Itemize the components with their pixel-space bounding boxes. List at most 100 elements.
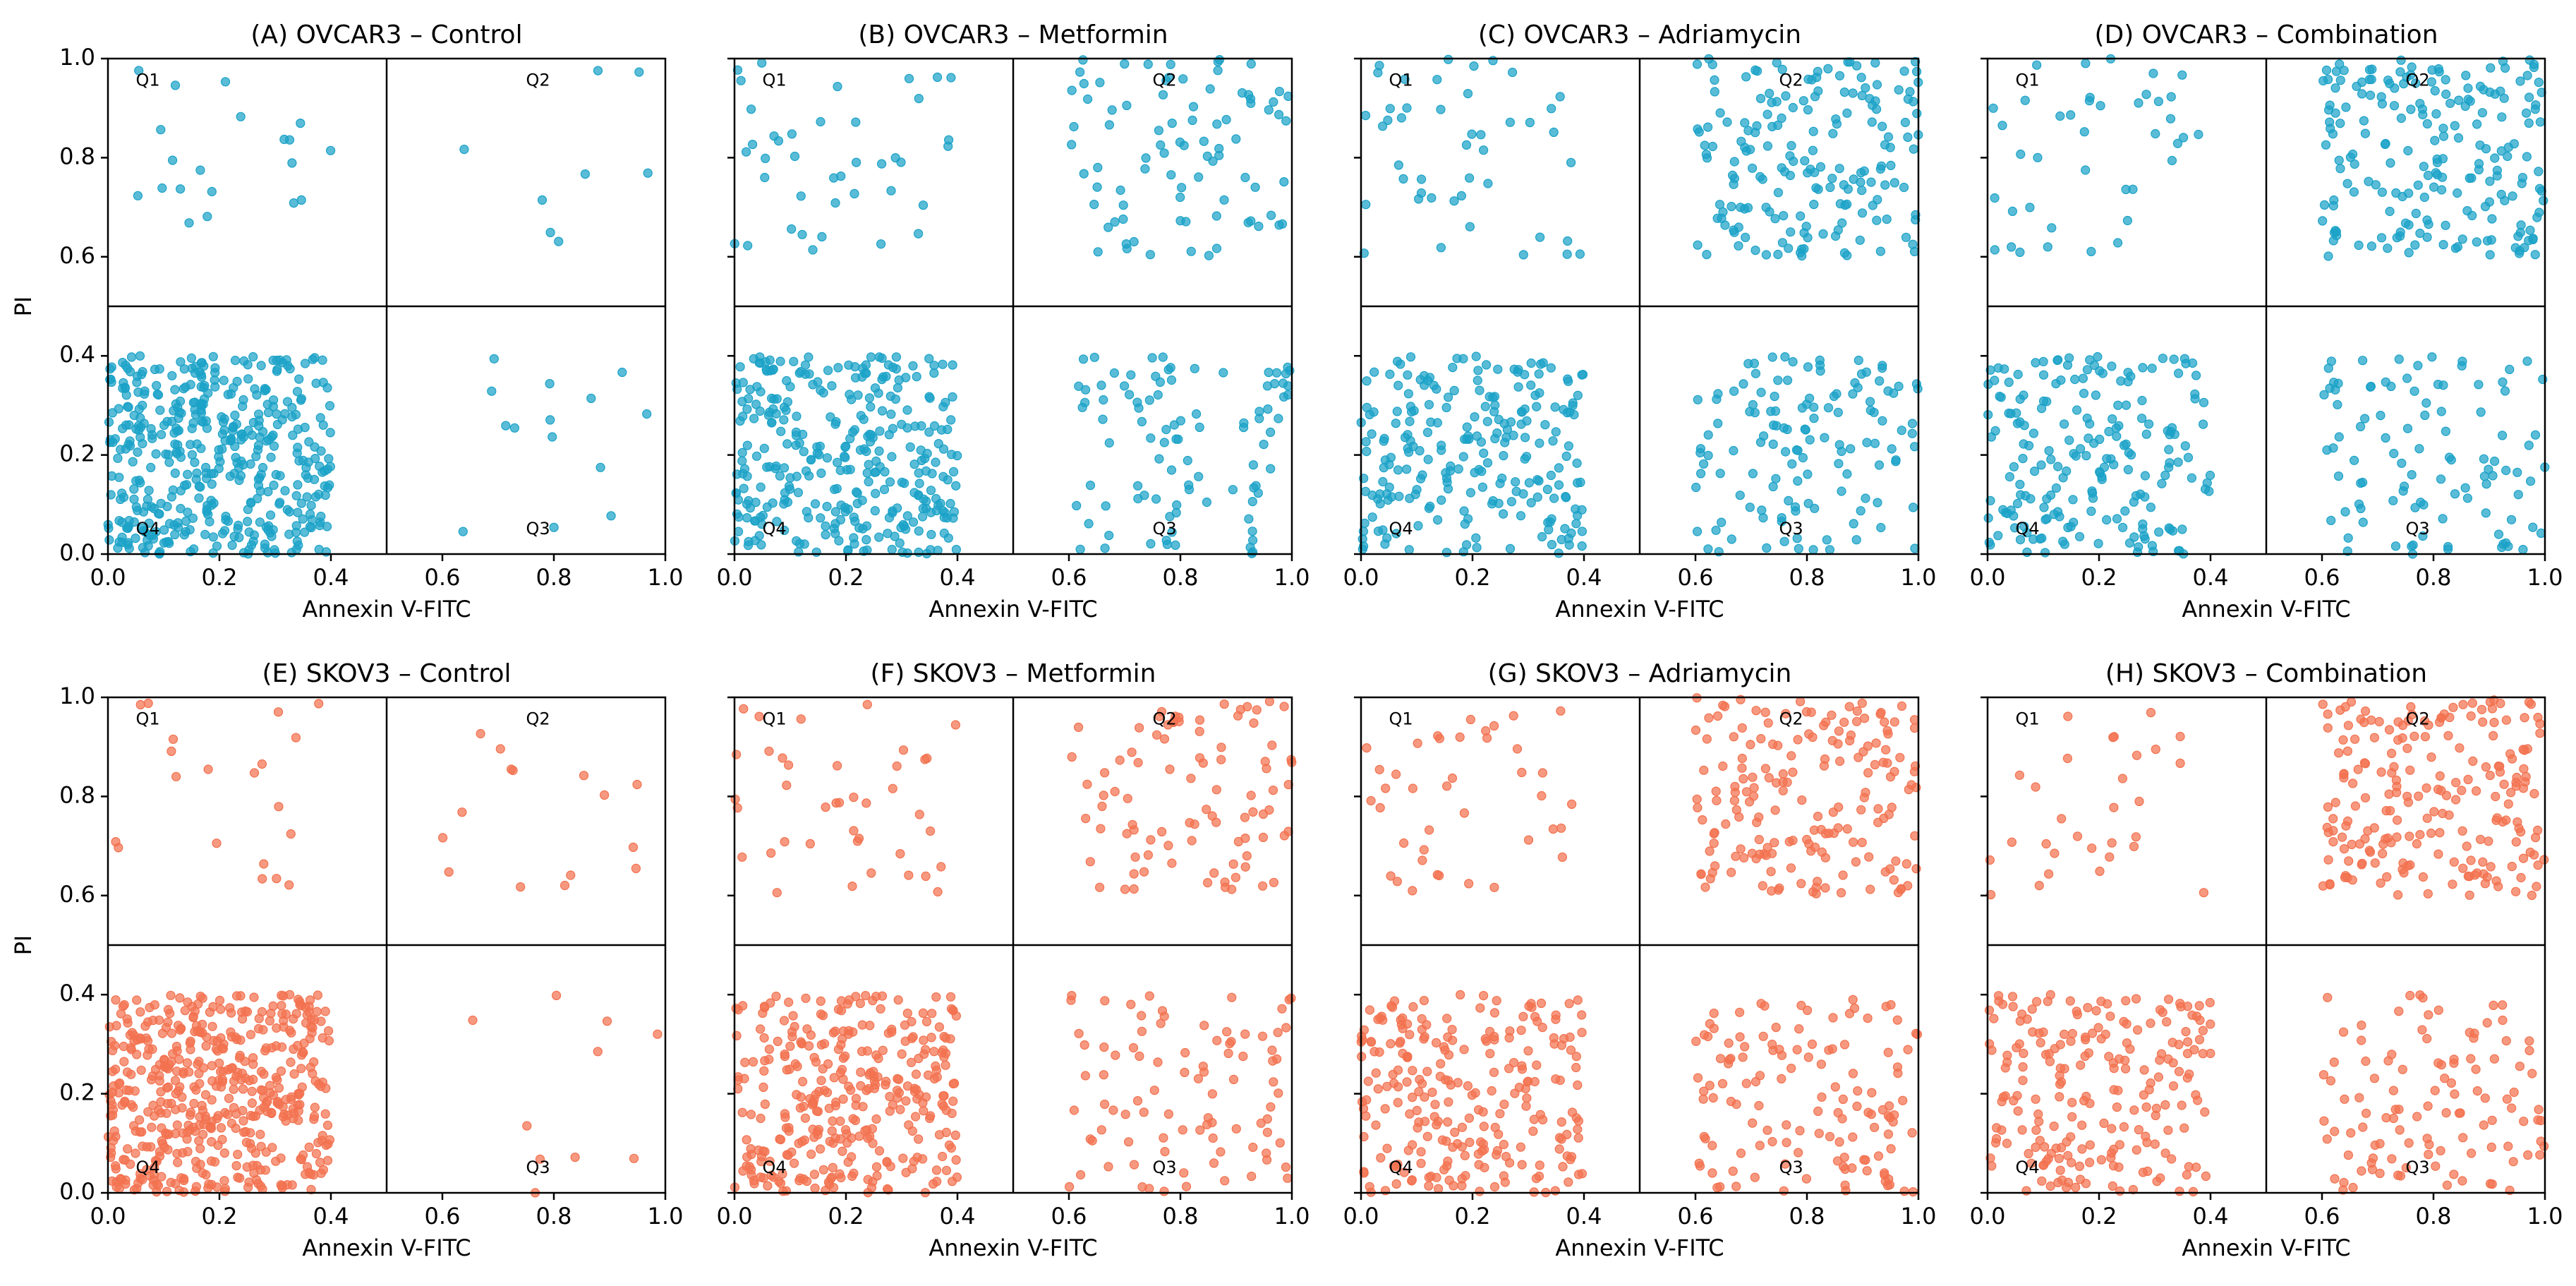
data-point-q2: [2350, 159, 2359, 169]
data-point-q3: [1098, 414, 1108, 424]
data-point-q4: [199, 1063, 209, 1073]
data-point-q2: [1739, 853, 1749, 863]
data-point-q4: [934, 1022, 945, 1032]
data-point-q1: [1455, 732, 1465, 743]
data-point-q1: [808, 245, 818, 255]
data-point-q4: [226, 1032, 236, 1042]
data-point-q4: [808, 380, 818, 390]
data-point-q1: [2131, 832, 2141, 842]
data-point-q2: [2347, 839, 2357, 850]
data-point-q4: [756, 1113, 766, 1124]
data-point-q2: [1734, 812, 1744, 822]
data-point-q3: [1786, 1063, 1796, 1074]
data-point-q2: [2507, 861, 2517, 872]
data-point-q1: [1381, 783, 1391, 793]
data-point-q3: [522, 1121, 532, 1131]
data-point-q2: [2363, 826, 2373, 836]
data-point-q4: [2013, 1106, 2023, 1116]
data-point-q1: [2179, 133, 2189, 143]
data-point-q1: [787, 129, 797, 139]
data-point-q4: [1994, 991, 2004, 1001]
data-point-q4: [198, 1019, 207, 1029]
data-point-q1: [914, 94, 924, 104]
data-point-q4: [869, 1083, 880, 1093]
data-point-q3: [1161, 535, 1171, 546]
data-point-q2: [2318, 699, 2328, 709]
data-point-q4: [1538, 1114, 1548, 1125]
data-point-q2: [2323, 723, 2333, 733]
data-point-q2: [1781, 91, 1791, 101]
data-point-q4: [177, 1103, 187, 1113]
data-point-q4: [145, 1002, 155, 1013]
data-point-q3: [1166, 375, 1177, 385]
x-tick-label: 0.0: [90, 1203, 126, 1230]
data-point-q4: [142, 1142, 152, 1152]
data-point-q4: [1471, 351, 1481, 361]
data-point-q2: [2393, 815, 2402, 825]
data-point-q3: [2369, 1074, 2379, 1083]
data-point-q4: [301, 1170, 310, 1179]
data-point-q4: [1380, 539, 1390, 549]
data-point-q1: [296, 195, 306, 205]
data-point-q2: [1827, 174, 1837, 184]
data-point-q2: [2403, 145, 2413, 156]
data-point-q3: [1825, 1131, 1835, 1141]
data-point-q4: [1403, 389, 1414, 399]
data-point-q2: [2490, 89, 2500, 99]
quadrant-label-q3: Q3: [1153, 1158, 1177, 1177]
data-point-q3: [1703, 430, 1713, 440]
data-point-q3: [1703, 1031, 1713, 1042]
data-point-q2: [2330, 798, 2340, 807]
data-point-q3: [2414, 444, 2424, 454]
data-point-q1: [220, 77, 231, 87]
data-point-q4: [821, 529, 830, 540]
data-point-q4: [2114, 421, 2124, 431]
data-point-q3: [1713, 419, 1723, 428]
data-point-q4: [2146, 503, 2155, 512]
data-point-q4: [1564, 540, 1574, 550]
data-point-q4: [2114, 1162, 2124, 1172]
data-point-q4: [1996, 392, 2006, 402]
data-point-q3: [1133, 493, 1143, 504]
data-point-q2: [2534, 77, 2544, 88]
data-point-q4: [296, 498, 306, 508]
data-point-q1: [314, 699, 324, 709]
data-point-q4: [1576, 477, 1585, 488]
data-point-q4: [782, 397, 793, 407]
data-point-q3: [1735, 1007, 1745, 1017]
data-point-q3: [2330, 1174, 2340, 1184]
data-point-q2: [2486, 862, 2496, 872]
data-point-q2: [1698, 815, 1707, 825]
data-point-q3: [2427, 352, 2437, 362]
data-point-q1: [2033, 152, 2043, 162]
data-point-q2: [2331, 227, 2341, 236]
data-point-q4: [256, 1066, 267, 1076]
x-tick-label: 0.8: [536, 564, 572, 591]
data-point-q3: [1709, 1008, 1719, 1018]
data-point-q3: [1866, 1110, 1876, 1119]
panel-title: (A) OVCAR3 – Control: [250, 20, 522, 49]
data-point-q4: [874, 352, 885, 362]
data-point-q4: [811, 1106, 822, 1116]
data-point-q2: [2406, 104, 2416, 114]
data-point-q4: [311, 1148, 321, 1159]
data-point-q3: [1212, 1035, 1222, 1045]
data-point-q4: [2158, 354, 2167, 363]
data-point-q2: [1848, 88, 1858, 98]
data-point-q4: [781, 1186, 792, 1196]
data-point-q4: [857, 495, 867, 505]
x-tick-label: 0.6: [425, 564, 461, 591]
data-point-q4: [1514, 1082, 1524, 1093]
data-point-q2: [2392, 832, 2402, 842]
quadrant-label-q1: Q1: [763, 71, 787, 90]
data-point-q4: [2099, 1118, 2109, 1129]
data-point-q3: [1247, 496, 1257, 507]
data-point-q4: [123, 522, 133, 531]
data-point-q4: [1357, 544, 1367, 554]
data-point-q4: [315, 413, 325, 423]
data-point-q2: [1250, 182, 1260, 192]
data-point-q4: [1472, 543, 1482, 553]
data-point-q4: [871, 488, 881, 498]
data-point-q4: [2206, 1019, 2215, 1029]
data-point-q3: [458, 527, 468, 536]
